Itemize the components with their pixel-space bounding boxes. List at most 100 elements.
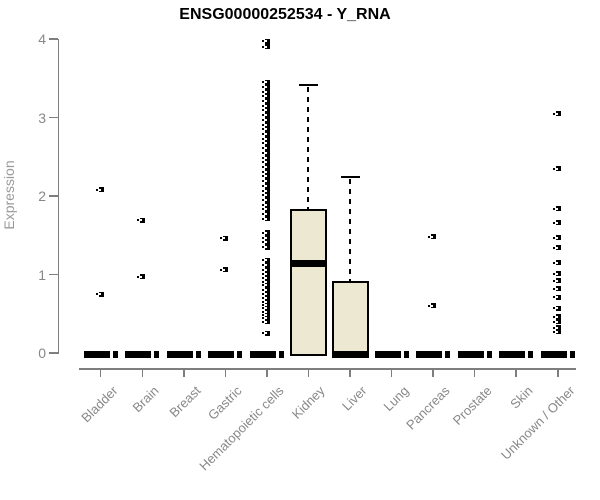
outlier-point <box>261 312 270 318</box>
chart-title: ENSG00000252534 - Y_RNA <box>179 6 391 23</box>
outlier-point <box>95 187 104 193</box>
outlier-point <box>261 211 270 217</box>
outlier-point <box>261 267 270 273</box>
zero-bar <box>569 351 575 358</box>
outlier-point <box>552 314 561 320</box>
outlier-point <box>261 38 270 44</box>
zero-bar <box>486 351 492 358</box>
whisker <box>349 179 351 282</box>
zero-bar <box>540 351 567 358</box>
outlier-point <box>261 79 270 85</box>
outlier-point <box>137 217 146 223</box>
outlier-point <box>261 315 270 321</box>
zero-bar <box>249 351 276 358</box>
outlier-point <box>261 275 270 281</box>
outlier-point <box>261 98 270 104</box>
zero-bar <box>125 351 152 358</box>
x-tick <box>390 368 393 377</box>
y-tick-label: 3 <box>38 109 46 126</box>
zero-bar <box>195 351 201 358</box>
zero-bar <box>166 351 193 358</box>
outlier-point <box>552 245 561 251</box>
outlier-point <box>552 294 561 300</box>
outlier-point <box>261 178 270 184</box>
outlier-point <box>261 216 270 222</box>
outlier-point <box>261 257 270 263</box>
outlier-point <box>261 145 270 151</box>
outlier-point <box>261 155 270 161</box>
y-tick-label: 0 <box>38 345 46 361</box>
y-tick <box>49 195 58 197</box>
zero-bar <box>528 351 534 358</box>
outlier-point <box>261 262 270 268</box>
outlier-point <box>261 319 270 325</box>
x-tick <box>99 368 102 377</box>
zero-bar <box>237 351 243 358</box>
x-tick <box>515 368 517 377</box>
median-line <box>331 351 369 358</box>
zero-bar <box>416 351 443 358</box>
outlier-point <box>261 295 270 301</box>
outlier-point <box>261 244 270 250</box>
outlier-point <box>261 126 270 132</box>
outlier-point <box>261 305 270 311</box>
y-tick <box>49 116 58 119</box>
zero-bar <box>403 351 409 358</box>
outlier-point <box>261 282 270 288</box>
outlier-point <box>261 84 270 90</box>
outlier-point <box>220 235 229 241</box>
zero-bar <box>112 351 118 358</box>
x-tick <box>432 368 434 377</box>
x-tick <box>224 368 227 377</box>
outlier-point <box>261 230 270 236</box>
outlier-point <box>261 291 270 297</box>
outlier-point <box>261 169 270 175</box>
outlier-point <box>261 302 270 308</box>
outlier-point <box>261 89 270 95</box>
y-tick <box>49 38 58 40</box>
outlier-point <box>261 131 270 137</box>
outlier-point <box>428 234 437 240</box>
x-tick <box>557 368 559 377</box>
x-axis-line <box>79 368 576 370</box>
outlier-point <box>261 122 270 128</box>
whisker <box>307 87 310 211</box>
outlier-point <box>552 329 561 335</box>
box-kidney <box>289 209 327 356</box>
zero-bar <box>457 351 484 358</box>
outlier-point <box>261 330 270 336</box>
x-tick <box>141 368 143 377</box>
median-line <box>289 260 327 267</box>
outlier-point <box>261 140 270 146</box>
outlier-point <box>261 159 270 165</box>
outlier-point <box>261 279 270 285</box>
outlier-point <box>261 112 270 118</box>
zero-bar <box>445 351 451 358</box>
y-tick-label: 4 <box>38 31 46 47</box>
whisker-cap <box>340 176 360 179</box>
x-tick <box>307 368 310 377</box>
x-tick <box>266 368 268 377</box>
outlier-point <box>261 107 270 113</box>
outlier-point <box>552 278 561 284</box>
outlier-point <box>552 111 561 117</box>
outlier-point <box>261 117 270 123</box>
outlier-point <box>552 286 561 292</box>
zero-bar <box>499 351 526 358</box>
x-tick <box>473 368 476 377</box>
outlier-point <box>552 260 561 266</box>
outlier-point <box>261 44 270 50</box>
outlier-point <box>428 303 437 309</box>
outlier-point <box>95 291 104 297</box>
outlier-point <box>261 136 270 142</box>
outlier-point <box>261 239 270 245</box>
outlier-point <box>261 235 270 241</box>
outlier-point <box>552 325 561 331</box>
zero-bar <box>154 351 160 358</box>
outlier-point <box>552 305 561 311</box>
y-tick-label: 2 <box>38 188 46 204</box>
zero-bar <box>374 351 401 358</box>
outlier-point <box>552 271 561 277</box>
whisker-cap <box>298 84 318 87</box>
